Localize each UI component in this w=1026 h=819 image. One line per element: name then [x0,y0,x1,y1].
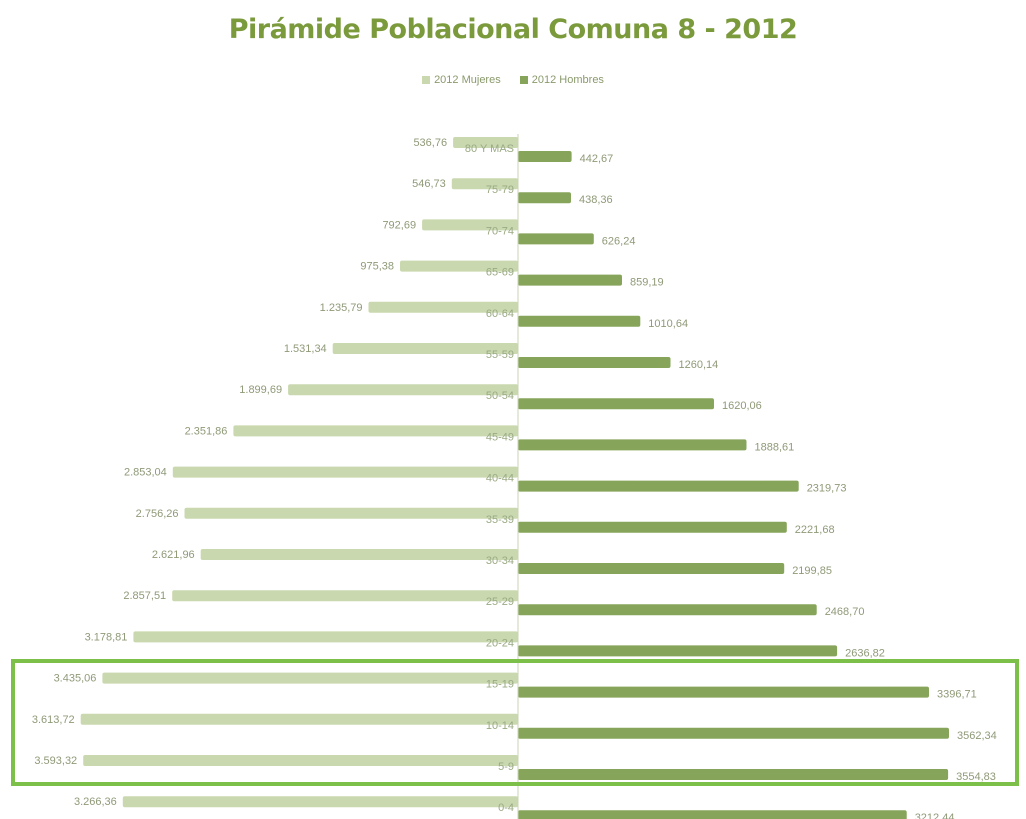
category-label: 40-44 [486,473,514,485]
category-label: 75-79 [486,184,514,196]
bar-hombres-55-59 [518,357,671,368]
value-label-mujeres: 3.613,72 [32,714,75,726]
category-label: 70-74 [486,225,514,237]
legend-item-hombres: 2012 Hombres [519,74,604,86]
value-label-hombres: 442,67 [580,153,614,165]
value-label-mujeres: 3.266,36 [74,796,117,808]
category-label: 80 Y MAS [465,143,514,155]
chart-legend: 2012 Mujeres 2012 Hombres [0,74,1026,86]
value-label-hombres: 2221,68 [795,524,835,536]
value-label-mujeres: 2.756,26 [136,508,179,520]
bar-mujeres-10-14 [80,713,518,725]
value-label-mujeres: 792,69 [382,219,416,231]
value-label-hombres: 2319,73 [807,483,847,495]
legend-label-hombres: 2012 Hombres [531,74,604,86]
value-label-mujeres: 2.853,04 [124,467,167,479]
bar-mujeres-50-54 [288,384,518,396]
bar-mujeres-15-19 [102,672,519,684]
value-label-hombres: 2468,70 [825,606,865,618]
bar-mujeres-25-29 [172,590,518,602]
bar-mujeres-40-44 [172,466,519,478]
value-label-hombres: 3554,83 [956,771,996,783]
category-label: 10-14 [486,720,514,732]
bar-mujeres-5-9 [83,755,518,766]
value-label-hombres: 3212,44 [915,812,955,819]
value-label-mujeres: 3.178,81 [85,631,128,643]
value-label-mujeres: 1.235,79 [320,302,363,314]
value-label-hombres: 1888,61 [755,441,795,453]
value-label-mujeres: 975,38 [360,261,394,273]
bar-mujeres-75-79 [451,178,518,190]
category-label: 50-54 [486,390,514,402]
value-label-mujeres: 2.621,96 [152,549,195,561]
highlight-box [11,659,1019,786]
value-label-mujeres: 2.351,86 [185,425,228,437]
bar-mujeres-55-59 [332,343,518,354]
legend-swatch-hombres [519,76,528,85]
bar-mujeres-30-34 [200,549,518,560]
bar-hombres-0-4 [518,810,907,819]
chart-title: Pirámide Poblacional Comuna 8 - 2012 [228,14,798,45]
bar-hombres-5-9 [518,769,949,780]
bar-hombres-15-19 [518,686,929,698]
category-label: 5-9 [498,761,514,773]
value-label-hombres: 3396,71 [937,689,977,701]
bar-hombres-70-74 [518,233,594,245]
value-label-hombres: 438,36 [579,194,613,206]
bar-mujeres-45-49 [233,425,518,437]
category-label: 15-19 [486,679,514,691]
value-label-hombres: 1010,64 [648,318,688,330]
bar-mujeres-70-74 [422,219,518,231]
bar-hombres-80-y-mas [518,151,572,162]
value-label-hombres: 1620,06 [722,400,762,412]
value-label-hombres: 2199,85 [792,565,832,577]
category-label: 0-4 [498,802,514,814]
legend-label-mujeres: 2012 Mujeres [434,74,501,86]
value-label-mujeres: 536,76 [413,137,447,149]
bar-mujeres-65-69 [400,260,518,272]
legend-item-mujeres: 2012 Mujeres [422,74,501,86]
value-label-hombres: 2636,82 [845,647,885,659]
bar-hombres-75-79 [518,192,571,204]
bar-hombres-35-39 [518,521,787,533]
bar-hombres-40-44 [518,480,799,492]
value-label-mujeres: 1.899,69 [239,384,282,396]
bar-hombres-20-24 [518,645,838,657]
bar-hombres-45-49 [518,439,747,451]
category-label: 45-49 [486,431,514,443]
value-label-mujeres: 2.857,51 [123,590,166,602]
legend-swatch-mujeres [422,76,431,85]
value-label-mujeres: 3.435,06 [54,673,97,685]
value-label-mujeres: 1.531,34 [284,343,327,355]
category-label: 20-24 [486,637,514,649]
value-label-mujeres: 546,73 [412,178,446,190]
bar-hombres-10-14 [518,727,949,739]
bar-hombres-60-64 [518,315,641,327]
bar-hombres-25-29 [518,604,817,616]
bar-mujeres-35-39 [184,507,518,519]
category-label: 30-34 [486,555,514,567]
bar-hombres-50-54 [518,398,714,410]
value-label-hombres: 626,24 [602,235,636,247]
bar-mujeres-20-24 [133,631,518,643]
bar-hombres-65-69 [518,274,622,286]
bar-mujeres-60-64 [368,301,518,313]
bar-hombres-30-34 [518,563,785,574]
category-label: 65-69 [486,267,514,279]
value-label-hombres: 3562,34 [957,730,997,742]
category-label: 35-39 [486,514,514,526]
bar-mujeres-0-4 [122,796,519,808]
value-label-hombres: 859,19 [630,277,664,289]
value-label-hombres: 1260,14 [679,359,719,371]
category-label: 25-29 [486,596,514,608]
bar-mujeres-80-y-mas [453,137,518,148]
value-label-mujeres: 3.593,32 [34,755,77,767]
category-label: 55-59 [486,349,514,361]
category-label: 60-64 [486,308,514,320]
